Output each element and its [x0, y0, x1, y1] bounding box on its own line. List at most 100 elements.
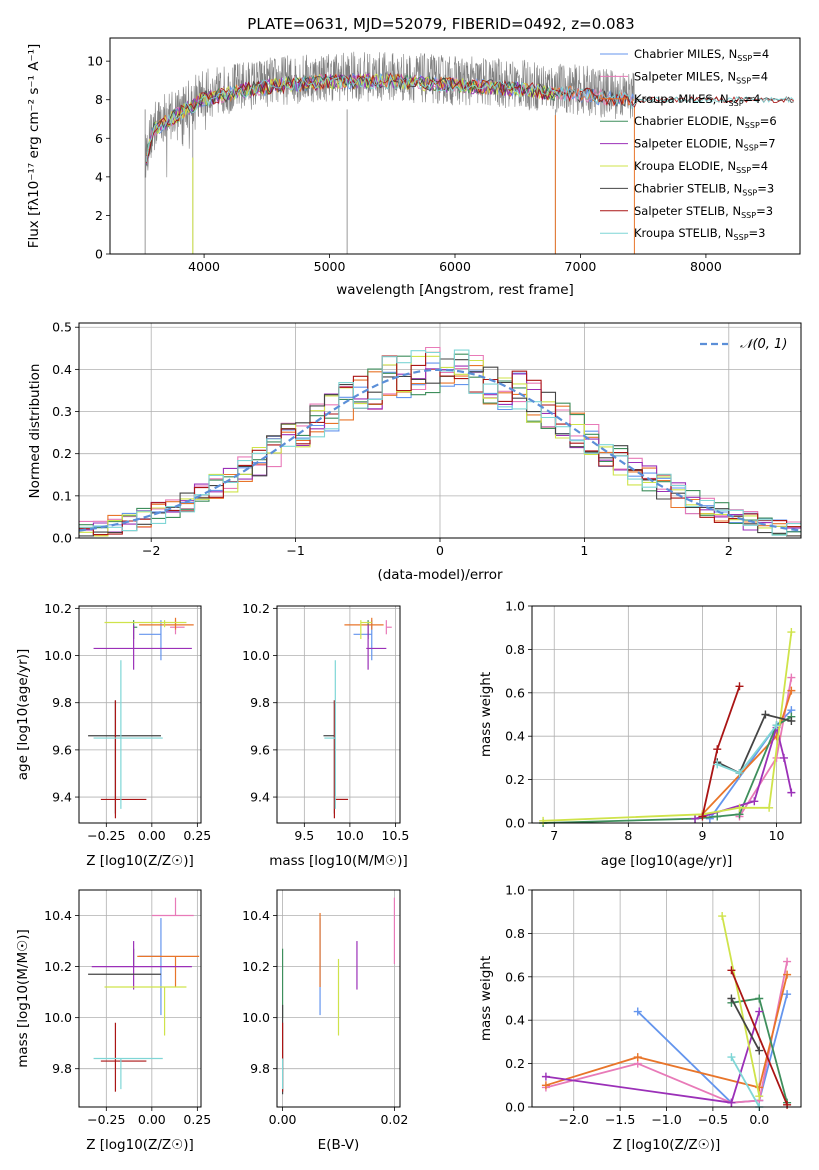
weight-marker — [787, 686, 796, 695]
plot-area-age_vs_Z — [88, 617, 194, 819]
y-tick-label: 10.4 — [242, 908, 270, 923]
legend-text-count: =3 — [757, 181, 774, 195]
plot-area-weight_vs_age — [539, 628, 796, 827]
figure-title: PLATE=0631, MJD=52079, FIBERID=0492, z=0… — [247, 15, 634, 33]
legend-text-name: Salpeter STELIB, N — [634, 204, 741, 218]
legend-text-sub: SSP — [736, 76, 751, 85]
axes-frame — [109, 37, 801, 255]
legend-text-count: =4 — [751, 159, 768, 173]
weight-line-5 — [721, 915, 761, 1097]
spectrum-data-line — [144, 51, 635, 178]
y-tick-label: 10.0 — [44, 1010, 72, 1025]
spectrum-model-8 — [145, 74, 794, 162]
y-tick-label: 9.4 — [250, 790, 270, 805]
x-tick-label: 0.0 — [749, 1112, 769, 1127]
legend-text-name: Salpeter ELODIE, N — [634, 137, 744, 151]
y-tick-label: 0.8 — [505, 642, 525, 657]
weight-marker — [698, 812, 707, 821]
x-tick-label: −2 — [142, 543, 160, 558]
weight-marker — [783, 970, 792, 979]
weight-marker — [787, 717, 796, 726]
weight-marker — [727, 994, 736, 1003]
plot-area-residuals — [78, 346, 802, 537]
y-tick-label: 9.8 — [52, 1061, 72, 1076]
legend-label: Kroupa STELIB, NSSP=3 — [634, 226, 765, 242]
x-tick-label: −2.0 — [559, 1112, 589, 1127]
y-tick-label: 0.0 — [52, 531, 72, 546]
spectrum-model-7 — [145, 72, 794, 164]
axes-frame — [78, 322, 802, 539]
y-tick-label: 0.4 — [505, 1013, 525, 1028]
x-tick-label: 0.00 — [138, 1112, 166, 1127]
weight-marker — [755, 1046, 764, 1055]
panel-mass_vs_EBV: 0.00 0.02 9.8 10.0 10.2 10.4 E(B-V) — [242, 889, 408, 1153]
y-tick-label: 10.2 — [242, 601, 270, 616]
y-tick-label: 9.4 — [52, 790, 72, 805]
x-tick-label: 1 — [580, 543, 588, 558]
y-tick-label: 2 — [95, 208, 103, 223]
y-tick-label: 10 — [87, 54, 103, 69]
x-tick-label: 10.5 — [382, 828, 410, 843]
x-axis-label: wavelength [Angstrom, rest frame] — [336, 282, 574, 298]
x-tick-label: −0.5 — [698, 1112, 728, 1127]
x-tick-label: 10 — [769, 828, 785, 843]
weight-marker — [633, 1007, 642, 1016]
gaussian-curve — [78, 368, 802, 532]
y-tick-label: 10.2 — [44, 601, 72, 616]
legend-text-name: Kroupa STELIB, N — [634, 226, 734, 240]
legend-text-name: Kroupa ELODIE, N — [634, 159, 736, 173]
y-tick-label: 0.8 — [505, 926, 525, 941]
legend-text-count: =7 — [759, 137, 776, 151]
y-axis-label: Flux [fλ10⁻¹⁷ erg cm⁻² s⁻¹ A⁻¹] — [26, 44, 42, 249]
x-tick-label: −1.0 — [651, 1112, 681, 1127]
legend-text-name: Kroupa MILES, N — [634, 92, 729, 106]
x-axis-label: (data-model)/error — [377, 567, 503, 583]
legend-text-name: Chabrier ELODIE, N — [634, 114, 745, 128]
x-tick-label: 0.00 — [269, 1112, 297, 1127]
y-tick-label: 1.0 — [505, 883, 525, 898]
x-tick-label: 2 — [725, 543, 733, 558]
legend-text-count: =6 — [760, 114, 777, 128]
x-tick-label: 5000 — [314, 259, 346, 274]
weight-marker — [755, 1007, 764, 1016]
x-tick-label: −1 — [286, 543, 304, 558]
plot-area-mass_vs_EBV — [281, 897, 396, 1095]
y-tick-label: 10.0 — [44, 648, 72, 663]
legend-text-count: =4 — [752, 47, 769, 61]
legend-text-sub: SSP — [729, 99, 744, 108]
y-tick-label: 10.0 — [242, 1010, 270, 1025]
weight-marker — [787, 628, 796, 637]
legend-label: Kroupa ELODIE, NSSP=4 — [634, 159, 768, 175]
x-tick-label: 0.25 — [183, 828, 211, 843]
legend-label: Kroupa MILES, NSSP=4 — [634, 92, 760, 108]
y-tick-label: 1.0 — [505, 599, 525, 614]
legend-text-name: Chabrier STELIB, N — [634, 181, 742, 195]
y-tick-label: 0.5 — [52, 320, 72, 335]
weight-line-8 — [730, 1056, 761, 1108]
weight-marker — [765, 803, 774, 812]
y-tick-label: 0.6 — [505, 969, 525, 984]
weight-marker — [705, 814, 714, 823]
legend-text-sub: SSP — [744, 144, 759, 153]
panel-spectrum: 4000 5000 6000 7000 8000 0 2 4 6 8 10 Chabrier MILE… — [26, 37, 801, 298]
legend-text-sub: SSP — [734, 233, 749, 242]
axes-frame — [531, 889, 802, 1108]
x-axis-label: Z [log10(Z/Z☉)] — [86, 853, 194, 869]
y-tick-label: 0.2 — [505, 1056, 525, 1071]
legend-text-count: =3 — [756, 204, 773, 218]
y-axis-label: mass weight — [478, 956, 494, 1041]
legend-text-name: Salpeter MILES, N — [634, 69, 736, 83]
weight-marker — [727, 1053, 736, 1062]
x-tick-label: −0.25 — [87, 828, 125, 843]
panel-residuals: −2 −1 0 1 2 0.0 0.1 0.2 0.3 0.4 0.5 𝒩(0, 1) (data-mo… — [27, 320, 802, 583]
weight-marker — [735, 682, 744, 691]
weight-marker — [713, 745, 722, 754]
panel-weight_vs_Z: −2.0 −1.5 −1.0 −0.5 0.0 0.0 0.2 0.4 0.6 0.8 1.0 Z [… — [478, 883, 802, 1153]
weight-marker — [787, 788, 796, 797]
weight-marker — [783, 957, 792, 966]
weight-marker — [633, 1053, 642, 1062]
x-tick-label: 7 — [550, 828, 558, 843]
legend-text-count: =4 — [751, 69, 768, 83]
y-tick-label: 10.0 — [242, 648, 270, 663]
weight-marker — [727, 1098, 736, 1107]
